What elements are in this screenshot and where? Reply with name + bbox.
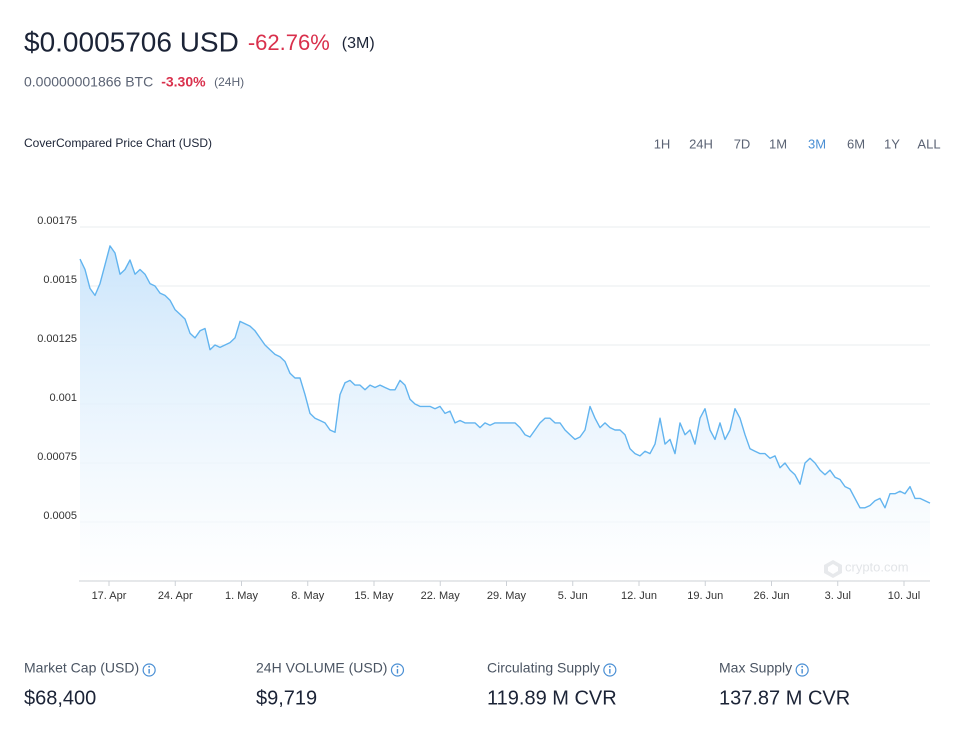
price-change: -62.76% <box>248 30 330 55</box>
info-circle <box>795 663 809 677</box>
x-tick-label: 8. May <box>291 590 325 602</box>
x-tick-label: 22. May <box>421 590 461 602</box>
btc-price: 0.00000001866 BTC <box>24 74 153 90</box>
stat-value: $68,400 <box>24 687 96 709</box>
x-tick-label: 19. Jun <box>687 590 723 602</box>
chart-title: CoverCompared Price Chart (USD) <box>24 136 212 150</box>
stat-label: Circulating Supply <box>487 660 600 676</box>
stat-label: Max Supply <box>719 660 792 676</box>
x-tick-label: 5. Jun <box>558 590 588 602</box>
y-tick-label: 0.00125 <box>37 333 77 345</box>
info-dot <box>396 665 399 668</box>
x-tick-label: 15. May <box>354 590 394 602</box>
range-button[interactable]: 1M <box>769 136 787 151</box>
range-button[interactable]: 24H <box>689 136 713 151</box>
x-tick-label: 17. Apr <box>92 590 127 602</box>
x-tick-label: 29. May <box>487 590 527 602</box>
period: (3M) <box>342 35 375 52</box>
range-button[interactable]: 1H <box>654 136 671 151</box>
info-dot <box>801 665 804 668</box>
stat-label: 24H VOLUME (USD) <box>256 660 387 676</box>
stat-value: 137.87 M CVR <box>719 687 850 709</box>
info-dot <box>148 665 151 668</box>
y-tick-label: 0.001 <box>49 392 77 404</box>
stat-value: 119.89 M CVR <box>487 687 617 709</box>
area-fill <box>80 245 930 581</box>
y-tick-label: 0.0015 <box>43 274 77 286</box>
stat-label: Market Cap (USD) <box>24 660 139 676</box>
info-circle <box>390 663 405 677</box>
price-line <box>79 245 931 509</box>
range-button[interactable]: 6M <box>847 136 865 151</box>
x-tick-label: 10. Jul <box>888 590 920 602</box>
x-tick-label: 1. May <box>225 590 259 602</box>
info-circle <box>142 663 156 677</box>
stat-value: $9,719 <box>256 687 317 709</box>
info-circle <box>603 663 617 677</box>
btc-change: -3.30% <box>161 74 206 90</box>
info-dot <box>608 665 611 668</box>
x-tick-label: 3. Jul <box>825 590 851 602</box>
y-tick-label: 0.00175 <box>37 215 77 227</box>
range-button[interactable]: 1Y <box>884 136 900 151</box>
info-icon[interactable] <box>795 663 809 677</box>
y-tick-label: 0.00075 <box>37 451 77 463</box>
range-button[interactable]: 3M <box>808 136 826 151</box>
range-button[interactable]: ALL <box>917 136 940 151</box>
range-button[interactable]: 7D <box>734 136 751 151</box>
x-tick-label: 12. Jun <box>621 590 657 602</box>
x-tick-label: 24. Apr <box>158 590 193 602</box>
info-icon[interactable] <box>603 663 617 677</box>
y-tick-label: 0.0005 <box>43 510 77 522</box>
x-tick-label: 26. Jun <box>753 590 789 602</box>
btc-period: (24H) <box>214 75 244 89</box>
info-icon[interactable] <box>142 663 156 677</box>
info-icon[interactable] <box>390 663 405 677</box>
price: $0.0005706 USD <box>24 26 239 57</box>
